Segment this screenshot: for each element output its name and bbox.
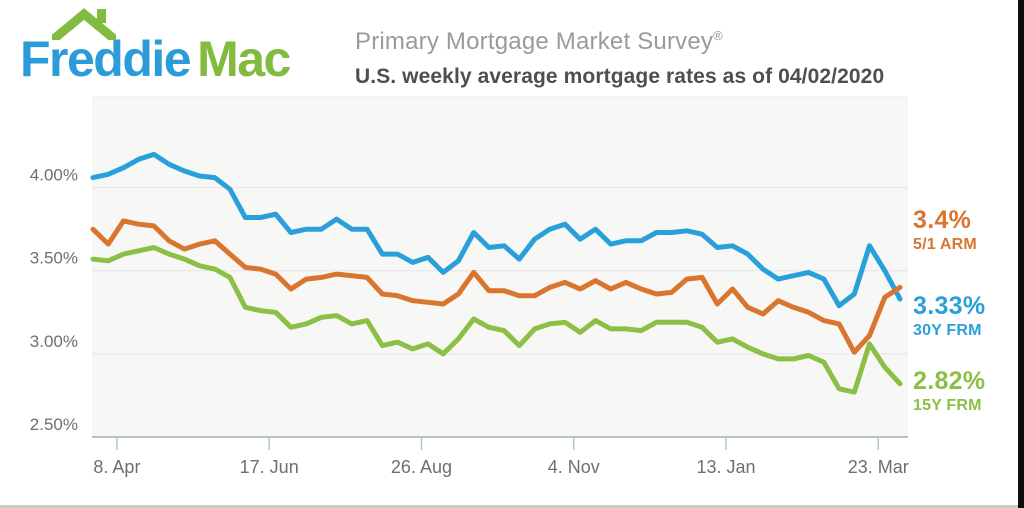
plot-area [92,97,908,437]
rate-value-15y-frm: 2.82% [913,367,986,395]
y-axis-label: 2.50% [30,415,78,434]
rate-callout-15y-frm: 2.82% 15Y FRM [913,368,1018,415]
rate-callout-5-1-arm: 3.4% 5/1 ARM [913,207,1018,254]
header: Primary Mortgage Market Survey® U.S. wee… [355,22,884,89]
x-axis-label: 23. Mar [848,457,909,477]
rate-callout-30y-frm: 3.33% 30Y FRM [913,293,1018,340]
logo-text-freddie: Freddie [20,31,192,87]
y-axis-label: 4.00% [30,166,78,185]
y-axis-label: 3.50% [30,249,78,268]
rate-label-5-1-arm: 5/1 ARM [913,236,977,253]
series-line-5-1-arm [90,218,903,355]
freddie-mac-logo: Freddie Mac [20,8,291,92]
chart-subtitle: U.S. weekly average mortgage rates as of… [355,65,885,88]
window-edge-right [1018,0,1024,508]
x-axis-label: 8. Apr [93,457,140,477]
rate-value-5-1-arm: 3.4% [913,206,972,234]
house-roof-icon [52,8,116,40]
series-line-30y-frm [90,151,903,309]
x-axis-label: 26. Aug [391,457,452,477]
y-axis-label: 3.00% [30,332,78,351]
registered-mark: ® [713,28,723,43]
logo-text-mac: Mac [197,31,291,87]
chart-title-text: Primary Mortgage Market Survey [355,28,714,55]
rate-value-30y-frm: 3.33% [913,292,986,320]
series-line-15y-frm [90,245,903,395]
x-axis-label: 13. Jan [696,457,755,477]
rate-label-30y-frm: 30Y FRM [913,322,982,339]
x-axis-label: 17. Jun [240,457,299,477]
window-edge-bottom [0,505,1018,508]
x-axis-label: 4. Nov [548,457,600,477]
rate-label-15y-frm: 15Y FRM [913,397,982,414]
chart-title: Primary Mortgage Market Survey® [355,22,884,56]
